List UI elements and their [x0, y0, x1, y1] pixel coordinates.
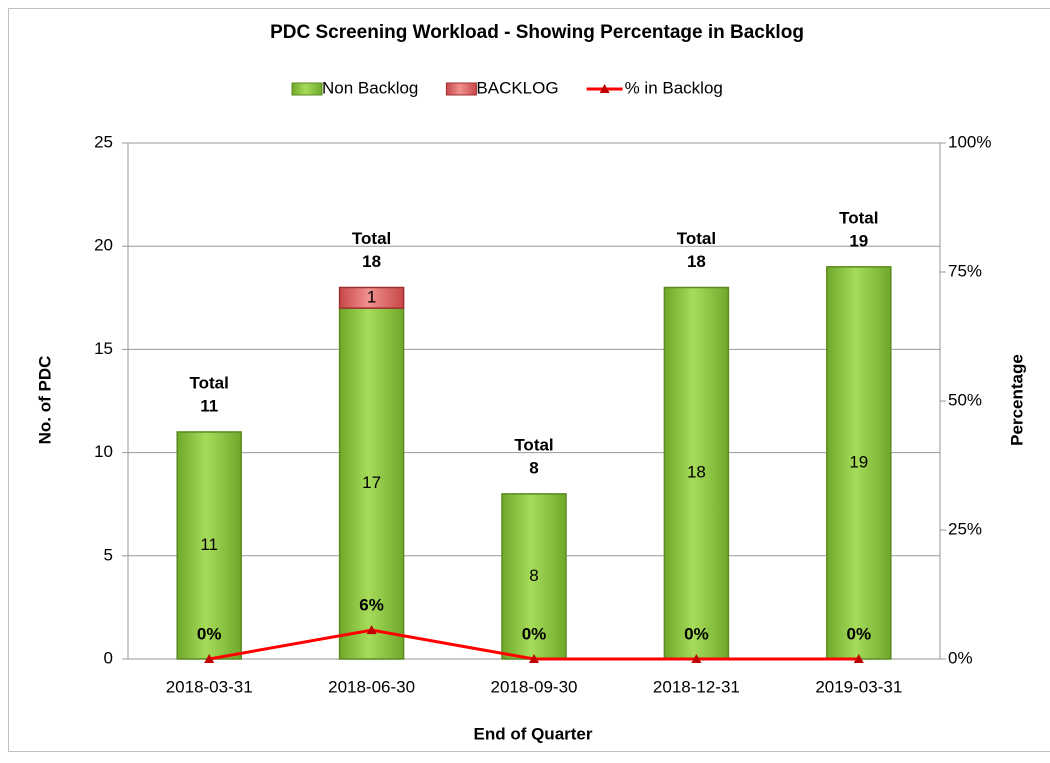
- y2-axis-label: Percentage: [1007, 354, 1026, 446]
- total-value: 11: [200, 396, 218, 415]
- bar-segment: [663, 286, 730, 660]
- y2-tick-label: 25%: [948, 519, 982, 538]
- line-marker: [366, 625, 377, 635]
- line-marker: [204, 654, 215, 663]
- data-label: 8: [529, 566, 538, 585]
- y-tick-label: 25: [94, 132, 113, 151]
- y-tick-label: 15: [94, 339, 113, 358]
- legend-item: Non Backlog: [291, 78, 418, 97]
- data-label: 17: [362, 473, 381, 492]
- data-label: 0%: [684, 624, 709, 643]
- line-marker: [853, 654, 864, 663]
- legend-label: % in Backlog: [625, 78, 723, 97]
- data-label: 6%: [359, 596, 384, 615]
- total-value: 8: [529, 458, 538, 477]
- chart-title: PDC Screening Workload - Showing Percent…: [270, 22, 804, 43]
- y-tick-label: 10: [94, 442, 113, 461]
- chart-frame: [8, 8, 1050, 752]
- bar-segment: [826, 266, 892, 660]
- total-value: 19: [849, 231, 868, 250]
- legend-item: BACKLOG: [445, 78, 559, 97]
- total-caption: Total: [352, 229, 391, 248]
- bar-segment: [176, 431, 242, 660]
- total-caption: Total: [677, 229, 716, 248]
- y-tick-label: 20: [94, 236, 113, 255]
- x-tick-label: 2018-12-31: [653, 677, 740, 696]
- data-label: 19: [849, 452, 868, 471]
- y-tick-label: 5: [104, 545, 113, 564]
- total-caption: Total: [190, 373, 229, 392]
- data-label: 1: [367, 287, 376, 306]
- total-value: 18: [687, 252, 706, 271]
- y2-tick-label: 75%: [948, 261, 982, 280]
- data-label: 18: [687, 463, 706, 482]
- total-caption: Total: [514, 435, 553, 454]
- y-axis-label: No. of PDC: [35, 356, 54, 445]
- y2-tick-label: 0%: [948, 648, 973, 667]
- data-label: 0%: [847, 624, 872, 643]
- y2-tick-label: 50%: [948, 390, 982, 409]
- legend-label: Non Backlog: [322, 78, 418, 97]
- legend-item: % in Backlog: [586, 78, 723, 97]
- line-marker: [691, 654, 702, 663]
- x-axis-label: End of Quarter: [473, 724, 592, 743]
- x-tick-label: 2019-03-31: [815, 677, 902, 696]
- total-caption: Total: [839, 208, 878, 227]
- data-label: 11: [200, 535, 218, 554]
- y2-tick-label: 100%: [948, 132, 991, 151]
- x-tick-label: 2018-06-30: [328, 677, 415, 696]
- x-tick-label: 2018-03-31: [166, 677, 253, 696]
- data-label: 0%: [522, 624, 547, 643]
- legend-swatch: [445, 82, 477, 96]
- total-value: 18: [362, 252, 381, 271]
- bar-segment: [338, 307, 405, 660]
- legend-marker: [599, 84, 610, 93]
- data-label: 0%: [197, 624, 222, 643]
- x-tick-label: 2018-09-30: [491, 677, 578, 696]
- y-tick-label: 0: [104, 648, 113, 667]
- legend-swatch: [291, 82, 323, 96]
- legend-label: BACKLOG: [476, 78, 558, 97]
- bar-segment: [501, 493, 567, 660]
- bar-segment: [338, 286, 405, 309]
- line-marker: [529, 654, 539, 663]
